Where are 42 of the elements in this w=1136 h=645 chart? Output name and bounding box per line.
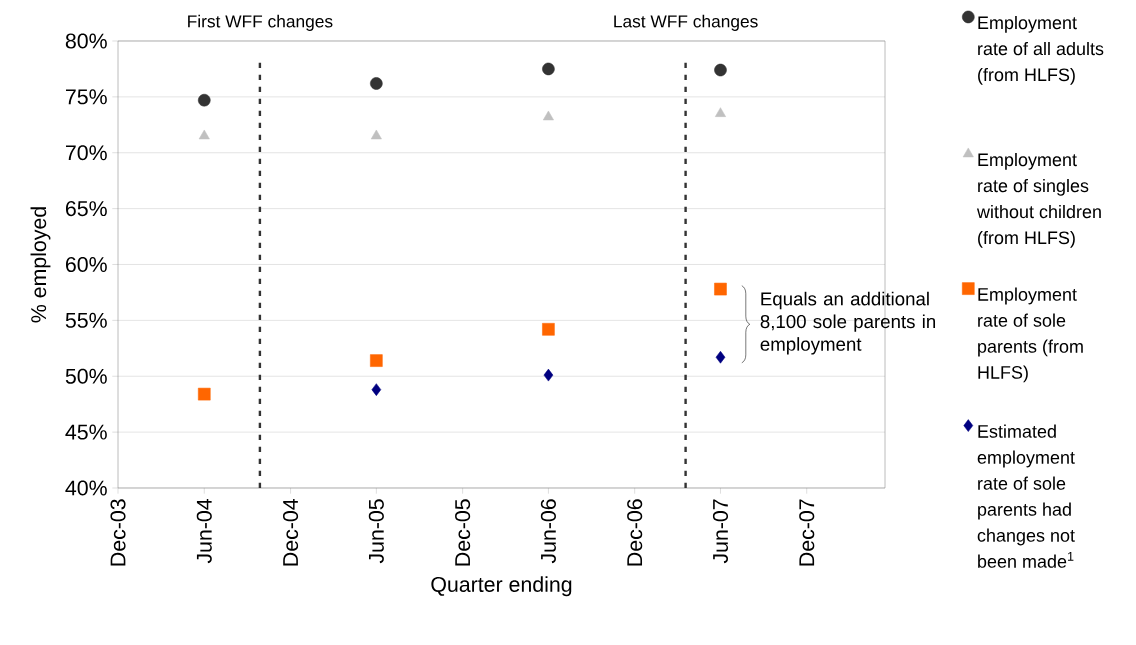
y-tick-label: 55% [65,312,107,328]
y-tick-label: 50% [65,368,107,384]
y-tick-label: 60% [66,256,107,273]
point [198,129,210,140]
point [542,62,555,76]
x-axis-title: Quarter ending [431,576,572,597]
x-tick-label: Jun-07 [712,499,729,564]
x-tick-label: Dec-06 [627,499,643,566]
legend-label: Estimated employment rate of sole parents had changes not been made$^{1}$ [977,424,1075,568]
y-tick-label: 80% [65,33,107,49]
ref-line-label: First WFF changes [188,14,333,31]
point [198,387,211,401]
point [543,368,554,382]
x-tick-label: Jun-06 [540,499,556,564]
x-tick-label: Dec-05 [455,499,471,566]
point [542,323,555,336]
annotation: Equals an additional 8,100 sole parents in employment [760,291,936,355]
point [198,93,211,107]
point [714,282,727,296]
legend-label: Employment rate of sole parents (from HLFS) [978,287,1083,383]
x-tick-label: Jun-04 [196,499,212,564]
x-tick-label: Dec-03 [110,499,126,566]
legend-label: Employment rate of singles without children (from HLFS) [976,152,1101,248]
y-tick-label: 40% [65,480,107,496]
x-tick-label: Dec-07 [799,499,815,566]
point [715,107,726,117]
y-tick-label: 70% [66,145,107,161]
y-tick-label: 65% [66,201,107,217]
point [371,383,382,396]
x-tick-label: Jun-05 [368,499,384,564]
point [370,129,382,140]
y-tick-label: 75% [66,89,107,105]
legend-label: Employment rate of all adults (from HLFS) [978,15,1104,85]
y-tick-label: 45% [65,424,107,440]
point [370,354,383,367]
point [714,63,727,77]
point [542,110,554,121]
point [715,350,726,364]
point [370,77,383,90]
y-axis-title: % employed [30,207,51,323]
x-tick-label: Dec-04 [283,499,299,566]
ref-line-label: Last WFF changes [614,14,758,31]
